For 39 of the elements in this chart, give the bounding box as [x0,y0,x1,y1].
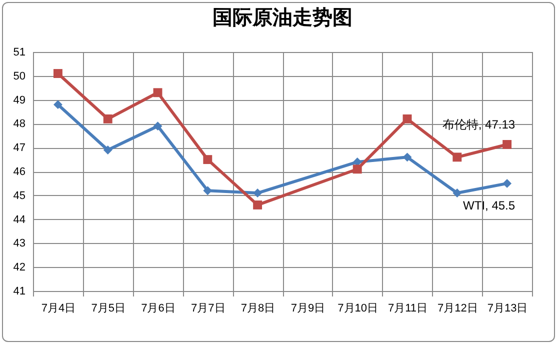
x-tick-label: 7月12日 [437,302,478,314]
x-tick-label: 7月10日 [338,302,378,314]
point [502,140,512,149]
point [153,122,162,131]
x-tick-label: 7月5日 [91,302,126,314]
x-tick-label: 7月8日 [240,302,276,314]
point [402,114,412,124]
y-tick-label: 51 [13,46,26,58]
y-tick-label: 43 [13,238,26,250]
y-tick-label: 42 [13,262,26,274]
point [452,152,462,162]
x-tick-label: 7月4日 [41,302,76,314]
x-tick-label: 7月13日 [487,302,528,314]
x-tick-label: 7月9日 [290,302,326,314]
point [502,178,512,188]
x-tick-label: 7月6日 [141,302,176,314]
point [103,114,112,124]
y-tick-label: 48 [13,118,26,130]
point [452,188,462,198]
point [53,69,62,78]
point [103,146,112,154]
x-tick-label: 7月7日 [191,302,226,314]
point [253,200,262,210]
point [153,88,162,98]
x-tick-label: 7月11日 [388,302,428,314]
y-tick-label: 50 [13,70,26,82]
y-tick-label: 49 [13,94,26,106]
point [253,188,262,198]
y-tick-label: 41 [13,286,26,298]
annotation: 布伦特, 47.13 [442,117,516,132]
point [53,100,62,110]
annotation: WTI, 45.5 [463,198,516,212]
y-tick-label: 44 [13,214,26,226]
point [352,164,362,174]
point [203,155,212,164]
y-tick-label: 47 [13,142,26,154]
y-tick-label: 46 [13,166,26,178]
y-tick-label: 45 [13,190,26,202]
chart-title: 国际原油走势图 [212,7,352,29]
